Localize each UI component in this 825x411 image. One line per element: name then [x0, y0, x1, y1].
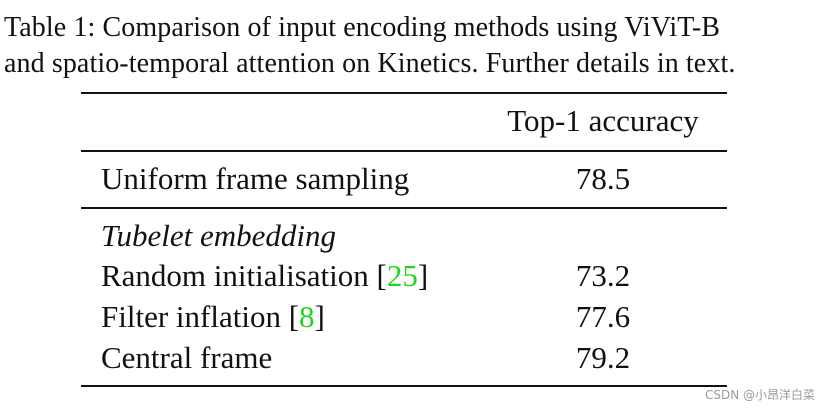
table-header-rule [81, 150, 727, 152]
row-label-uniform-frame-sampling: Uniform frame sampling [101, 161, 410, 196]
section-heading-tubelet-embedding: Tubelet embedding [101, 218, 337, 253]
citation-bracket-open: [ [376, 258, 387, 293]
row-label-central-frame: Central frame [101, 340, 273, 375]
citation-link[interactable]: 25 [386, 258, 418, 293]
caption-line-2: and spatio-temporal attention on Kinetic… [4, 48, 736, 79]
row-label-text: Filter inflation [101, 299, 281, 334]
row-value-central-frame: 79.2 [575, 340, 631, 375]
citation-link[interactable]: 8 [299, 299, 315, 334]
citation-bracket-close: ] [417, 258, 429, 293]
citation-bracket-open: [ [288, 299, 300, 334]
table-section-rule [81, 207, 727, 209]
table-top-rule [81, 92, 727, 94]
watermark: CSDN @小昂洋白菜 [704, 388, 815, 402]
row-value-random-initialisation: 73.2 [575, 258, 631, 293]
row-label-text: Random initialisation [101, 258, 369, 293]
citation-bracket-close: ] [314, 299, 325, 334]
row-label-random-initialisation: Random initialisation [25] [101, 258, 428, 294]
row-label-filter-inflation: Filter inflation [8] [101, 299, 325, 335]
row-value-filter-inflation: 77.6 [575, 299, 631, 334]
table-caption: Table 1: Comparison of input encoding me… [4, 10, 820, 82]
column-header-top1-accuracy: Top-1 accuracy [507, 103, 699, 138]
row-value-uniform-frame-sampling: 78.5 [575, 161, 631, 196]
table-bottom-rule [81, 385, 727, 387]
caption-line-1: Table 1: Comparison of input encoding me… [4, 12, 721, 43]
